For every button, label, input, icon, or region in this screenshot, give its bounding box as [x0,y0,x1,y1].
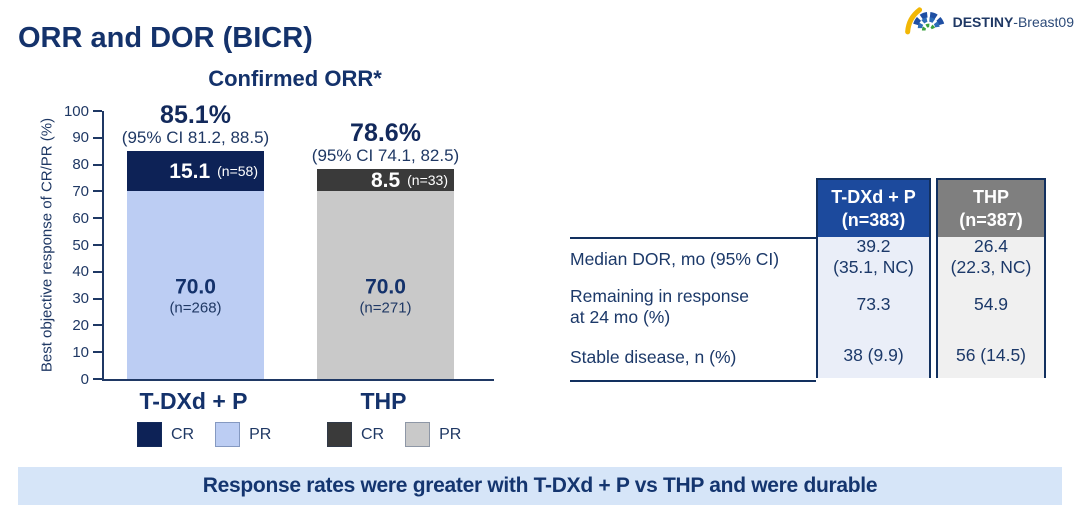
study-logo: DESTINY-Breast09 [904,3,1074,40]
cr-value: 15.1 [169,159,211,183]
bar-thp: 70.0 (n=271) 8.5 (n=33) [317,168,454,379]
cell-line: (35.1, NC) [833,257,914,277]
cell-line: (22.3, NC) [950,257,1032,277]
row-label-stable-disease: Stable disease, n (%) [570,334,816,380]
legend-thp: CR PR [327,422,461,447]
column-body: 26.4 (22.3, NC) 54.9 56 (14.5) [938,236,1044,378]
cell-line: 39.2 [856,236,891,256]
y-tick: 30 [72,289,102,309]
study-logo-text: DESTINY-Breast09 [953,14,1074,30]
legend-label-pr: PR [249,425,272,443]
cell-remaining: 73.3 [818,277,929,332]
pr-n-count: (n=268) [169,299,222,316]
pr-value: 70.0 [175,275,216,299]
plot-area: 0 10 20 30 40 50 60 70 80 90 100 70.0 (n=268) 15.1… [64,102,494,388]
legend-swatch-pr [215,422,241,447]
legend-swatch-cr [327,422,352,447]
row-label-line: Median DOR, mo (95% CI) [570,248,780,269]
cell-line: 54.9 [973,294,1009,314]
takeaway-banner: Response rates were greater with T-DXd +… [18,467,1062,505]
legend-label-cr: CR [361,425,385,443]
legend-tdxd-p: CR PR [137,422,271,447]
y-tick: 100 [64,101,102,121]
cell-line: 26.4 [973,236,1009,256]
cr-n-count: (n=58) [217,163,258,180]
takeaway-text: Response rates were greater with T-DXd +… [202,474,878,497]
logo-brand: DESTINY [952,13,1014,30]
legend-swatch-pr [405,422,431,447]
y-axis-ticks: 0 10 20 30 40 50 60 70 80 90 100 [56,103,102,388]
legend-swatch-cr [137,422,162,447]
cell-remaining: 54.9 [938,277,1044,332]
destiny-fan-icon [904,3,948,40]
bar-tdxd-cr-segment: 15.1 (n=58) [127,150,264,192]
page-title: ORR and DOR (BICR) [18,22,313,54]
cell-line: 56 (14.5) [955,344,1027,365]
y-tick: 20 [72,315,102,335]
legend-label-cr: CR [171,425,195,443]
column-title: T-DXd + P [831,187,916,207]
row-label-remaining-in-response: Remaining in response at 24 mo (%) [570,279,816,334]
legend-label-pr: PR [439,425,462,443]
y-axis-label: Best objective response of CR/PR (%) [38,117,56,373]
y-tick: 40 [72,262,102,282]
y-tick: 0 [81,369,102,389]
row-label-line: Stable disease, n (%) [570,346,737,367]
bar-tdxd-p: 70.0 (n=268) 15.1 (n=58) [127,150,264,379]
column-body: 39.2 (35.1, NC) 73.3 38 (9.9) [818,236,929,378]
y-tick: 60 [72,208,102,228]
orr-percent: 85.1% [160,100,231,129]
column-header-thp: THP (n=387) [938,180,1044,237]
cell-stable-disease: 38 (9.9) [818,332,929,378]
bar-tdxd-pr-segment: 70.0 (n=268) [127,191,264,379]
orr-percent: 78.6% [350,118,421,147]
cell-line: 38 (9.9) [843,344,904,365]
dor-table-column-thp: THP (n=387) 26.4 (22.3, NC) 54.9 56 (14.… [936,178,1046,378]
y-tick: 50 [72,235,102,255]
pr-n-count: (n=271) [359,299,412,316]
bar-thp-pr-label: 70.0 (n=271) [317,276,454,317]
orr-total-thp: 78.6% (95% CI 74.1, 82.5) [312,118,459,165]
y-tick: 90 [72,128,102,148]
bar-tdxd-pr-label: 70.0 (n=268) [127,276,264,317]
bar-thp-cr-segment: 8.5 (n=33) [317,168,454,192]
row-label-line: at 24 mo (%) [570,306,671,327]
dor-table-column-tdxd-p: T-DXd + P (n=383) 39.2 (35.1, NC) 73.3 3… [816,178,931,378]
chart-title: Confirmed ORR* [208,66,382,91]
x-category-tdxd-p: T-DXd + P [139,388,248,414]
orr-total-tdxd: 85.1% (95% CI 81.2, 88.5) [122,100,269,147]
orr-ci: (95% CI 74.1, 82.5) [311,145,460,165]
pr-value: 70.0 [365,275,406,299]
row-label-median-dor: Median DOR, mo (95% CI) [570,239,816,279]
cr-n-count: (n=33) [407,172,448,189]
cell-median-dor: 26.4 (22.3, NC) [938,236,1044,277]
column-n: (n=387) [959,209,1023,230]
y-tick: 10 [72,342,102,362]
cr-value: 8.5 [370,168,401,192]
cell-median-dor: 39.2 (35.1, NC) [818,236,929,277]
row-label-line: Remaining in response [570,285,749,306]
x-category-thp: THP [360,388,407,414]
dor-table-row-labels: Median DOR, mo (95% CI) Remaining in res… [570,237,816,382]
y-tick: 80 [72,155,102,175]
bar-thp-pr-segment: 70.0 (n=271) [317,191,454,379]
column-header-tdxd-p: T-DXd + P (n=383) [818,180,929,237]
column-title: THP [973,187,1009,207]
cell-line: 73.3 [856,294,891,314]
column-n: (n=383) [841,209,906,230]
orr-ci: (95% CI 81.2, 88.5) [121,127,270,147]
cell-stable-disease: 56 (14.5) [938,332,1044,378]
logo-suffix: -Breast09 [1013,13,1074,30]
y-tick: 70 [72,181,102,201]
